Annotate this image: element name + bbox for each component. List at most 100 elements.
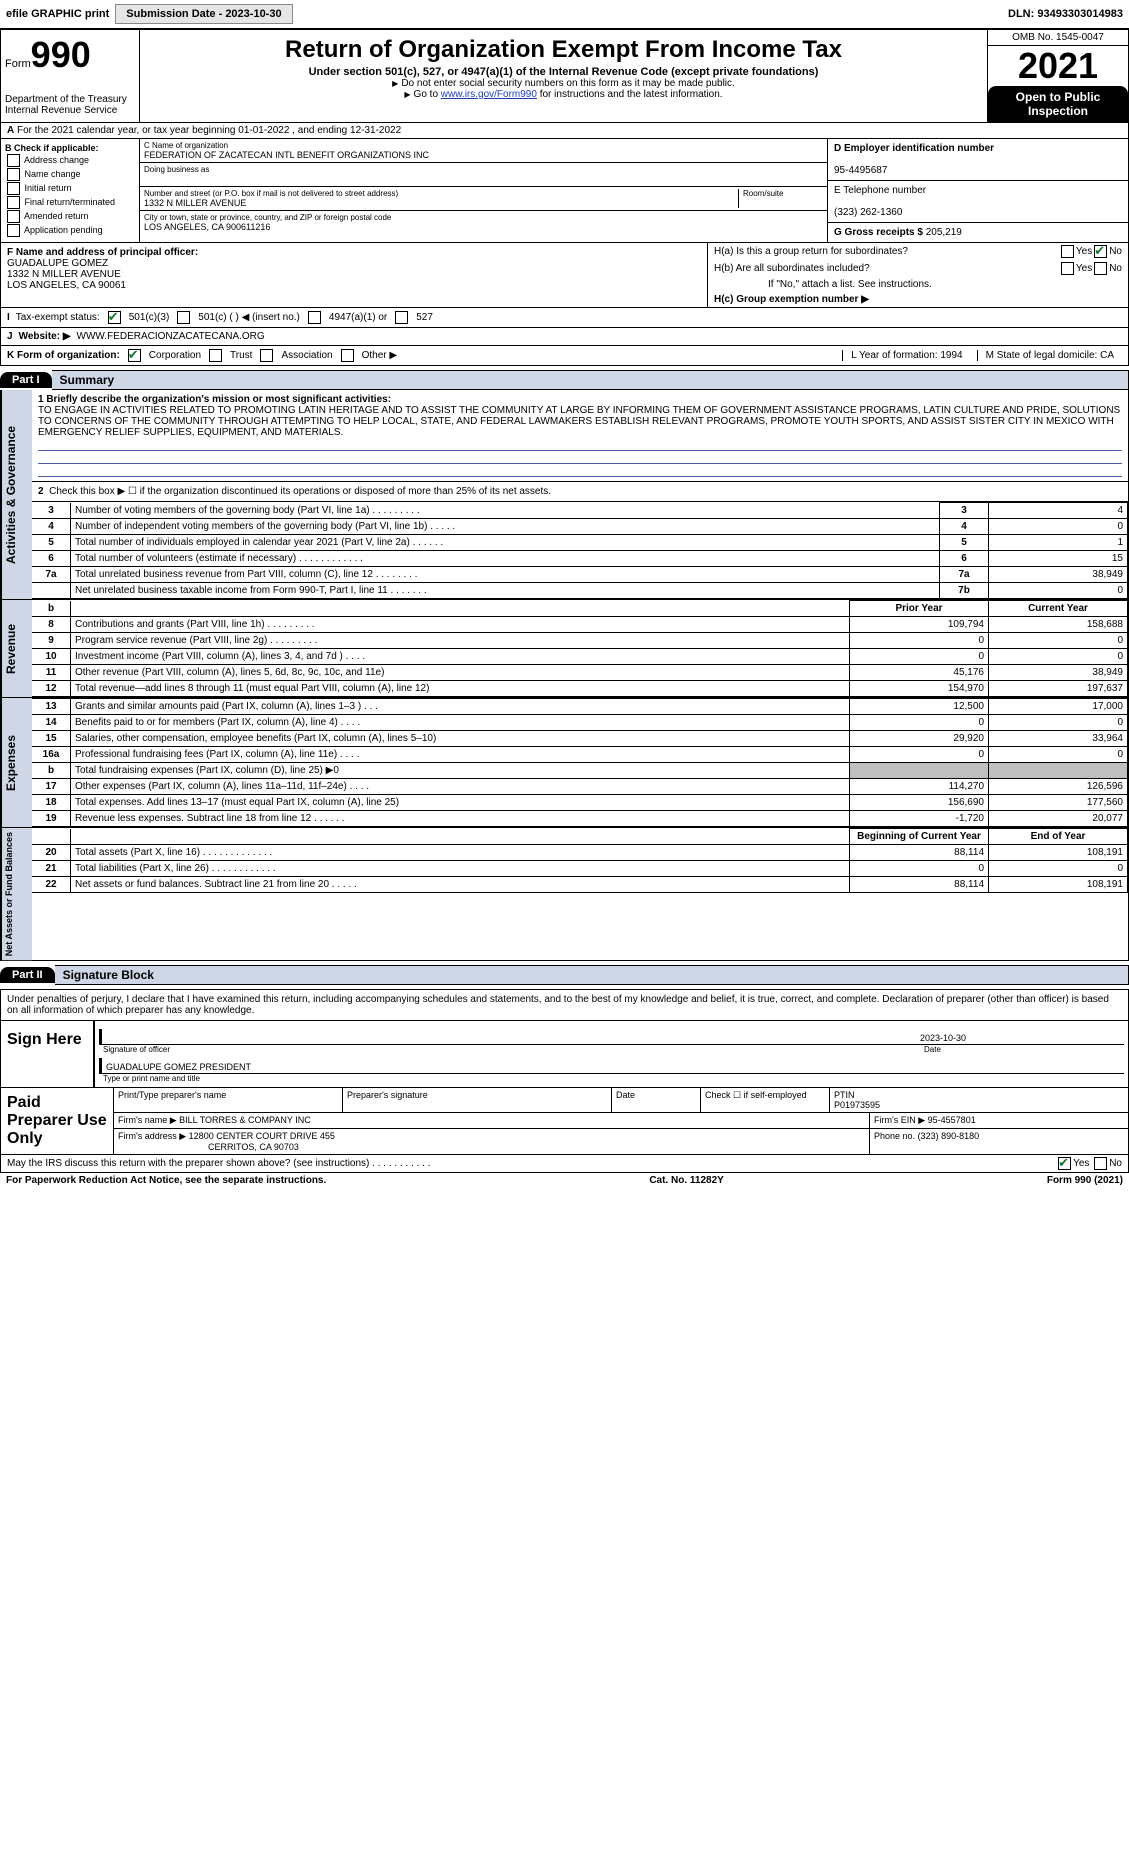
officer-city: LOS ANGELES, CA 90061 — [7, 280, 126, 291]
phone-label: E Telephone number — [834, 185, 926, 196]
form-number: 990 — [31, 34, 91, 75]
prep-h1: Print/Type preparer's name — [114, 1088, 343, 1112]
vtab-expenses: Expenses — [1, 698, 32, 827]
form-subtitle: Under section 501(c), 527, or 4947(a)(1)… — [144, 66, 983, 78]
gross-receipts-value: 205,219 — [926, 227, 962, 238]
chk-assoc[interactable] — [260, 349, 273, 362]
submission-date-button[interactable]: Submission Date - 2023-10-30 — [115, 4, 292, 24]
firm-addr-label: Firm's address ▶ — [118, 1131, 186, 1141]
chk-other[interactable] — [341, 349, 354, 362]
discuss-yes[interactable] — [1058, 1157, 1071, 1170]
dept-label: Department of the Treasury Internal Reve… — [5, 94, 135, 116]
form-label: Form — [5, 58, 31, 70]
ein-value: 95-4495687 — [834, 165, 887, 176]
chk-initial-return[interactable] — [7, 182, 20, 195]
chk-501c[interactable] — [177, 311, 190, 324]
cat-no: Cat. No. 11282Y — [649, 1175, 723, 1186]
discuss-no[interactable] — [1094, 1157, 1107, 1170]
gross-receipts-label: G Gross receipts $ — [834, 227, 923, 238]
officer-name: GUADALUPE GOMEZ — [7, 258, 108, 269]
line-2: Check this box ▶ ☐ if the organization d… — [49, 486, 551, 497]
row-l: L Year of formation: 1994 — [842, 350, 970, 361]
firm-addr2: CERRITOS, CA 90703 — [118, 1142, 299, 1152]
vtab-net: Net Assets or Fund Balances — [1, 828, 32, 960]
row-m: M State of legal domicile: CA — [977, 350, 1122, 361]
firm-phone-label: Phone no. — [874, 1131, 915, 1141]
sign-here-label: Sign Here — [1, 1021, 95, 1087]
sig-declaration: Under penalties of perjury, I declare th… — [1, 990, 1128, 1021]
officer-street: 1332 N MILLER AVENUE — [7, 269, 121, 280]
firm-phone: (323) 890-8180 — [918, 1131, 980, 1141]
note-2-post: for instructions and the latest informat… — [537, 89, 723, 100]
part1-tab: Part I — [0, 372, 52, 388]
vtab-governance: Activities & Governance — [1, 390, 32, 599]
chk-address-change[interactable] — [7, 154, 20, 167]
form-footer: Form 990 (2021) — [1047, 1175, 1123, 1186]
hb-no[interactable] — [1094, 262, 1107, 275]
box-b-title: B Check if applicable: — [5, 143, 99, 153]
ptin-label: PTIN — [834, 1090, 855, 1100]
part2-tab: Part II — [0, 967, 55, 983]
room-label: Room/suite — [743, 189, 823, 198]
irs-link[interactable]: www.irs.gov/Form990 — [441, 89, 537, 100]
sig-officer-label: Signature of officer — [103, 1045, 924, 1054]
chk-trust[interactable] — [209, 349, 222, 362]
tax-year: 2021 — [988, 46, 1128, 86]
row-a-text: For the 2021 calendar year, or tax year … — [17, 125, 401, 136]
firm-name: BILL TORRES & COMPANY INC — [179, 1115, 311, 1125]
chk-4947[interactable] — [308, 311, 321, 324]
prep-h4: Check ☐ if self-employed — [701, 1088, 830, 1112]
chk-527[interactable] — [395, 311, 408, 324]
dln-label: DLN: 93493303014983 — [1008, 8, 1123, 20]
firm-name-label: Firm's name ▶ — [118, 1115, 177, 1125]
hb-note: If "No," attach a list. See instructions… — [708, 277, 1128, 292]
firm-addr1: 12800 CENTER COURT DRIVE 455 — [189, 1131, 335, 1141]
chk-name-change[interactable] — [7, 168, 20, 181]
firm-ein: 95-4557801 — [928, 1115, 976, 1125]
vtab-revenue: Revenue — [1, 600, 32, 697]
street: 1332 N MILLER AVENUE — [144, 198, 738, 208]
chk-amended-return[interactable] — [7, 210, 20, 223]
hb-label: H(b) Are all subordinates included? — [714, 263, 1059, 274]
officer-label: F Name and address of principal officer: — [7, 247, 198, 258]
mission-label: 1 Briefly describe the organization's mi… — [38, 394, 391, 405]
ha-yes[interactable] — [1061, 245, 1074, 258]
ha-no[interactable] — [1094, 245, 1107, 258]
city: LOS ANGELES, CA 900611216 — [144, 222, 823, 232]
sig-name-label: Type or print name and title — [99, 1074, 1124, 1083]
city-label: City or town, state or province, country… — [144, 213, 823, 222]
sig-date: 2023-10-30 — [920, 1033, 1120, 1043]
part1-title: Summary — [52, 370, 1129, 390]
website-label: Website: ▶ — [19, 331, 71, 342]
prep-h3: Date — [612, 1088, 701, 1112]
ha-label: H(a) Is this a group return for subordin… — [714, 246, 1059, 257]
note-1: Do not enter social security numbers on … — [401, 78, 734, 89]
sig-name: GUADALUPE GOMEZ PRESIDENT — [106, 1062, 251, 1072]
street-label: Number and street (or P.O. box if mail i… — [144, 189, 738, 198]
org-name-label: C Name of organization — [144, 141, 823, 150]
omb-number: OMB No. 1545-0047 — [988, 30, 1128, 46]
firm-ein-label: Firm's EIN ▶ — [874, 1115, 925, 1125]
sig-date-label: Date — [924, 1045, 1124, 1054]
chk-corp[interactable] — [128, 349, 141, 362]
chk-final-return[interactable] — [7, 196, 20, 209]
website-value: WWW.FEDERACIONZACATECANA.ORG — [77, 331, 265, 342]
mission-text: TO ENGAGE IN ACTIVITIES RELATED TO PROMO… — [38, 405, 1120, 438]
pra-notice: For Paperwork Reduction Act Notice, see … — [6, 1175, 326, 1186]
dba-label: Doing business as — [144, 165, 823, 174]
phone-value: (323) 262-1360 — [834, 207, 902, 218]
chk-501c3[interactable] — [108, 311, 121, 324]
part2-title: Signature Block — [55, 965, 1129, 985]
open-public-badge: Open to Public Inspection — [988, 86, 1128, 122]
prep-h2: Preparer's signature — [343, 1088, 612, 1112]
ptin-value: P01973595 — [834, 1100, 880, 1110]
efile-label: efile GRAPHIC print — [6, 8, 109, 20]
form-title: Return of Organization Exempt From Incom… — [144, 36, 983, 64]
hc-label: H(c) Group exemption number ▶ — [714, 294, 869, 305]
note-2-pre: Go to — [414, 89, 441, 100]
org-name: FEDERATION OF ZACATECAN INTL BENEFIT ORG… — [144, 150, 823, 160]
hb-yes[interactable] — [1061, 262, 1074, 275]
chk-application-pending[interactable] — [7, 224, 20, 237]
prep-label: Paid Preparer Use Only — [1, 1088, 114, 1154]
ein-label: D Employer identification number — [834, 143, 994, 154]
